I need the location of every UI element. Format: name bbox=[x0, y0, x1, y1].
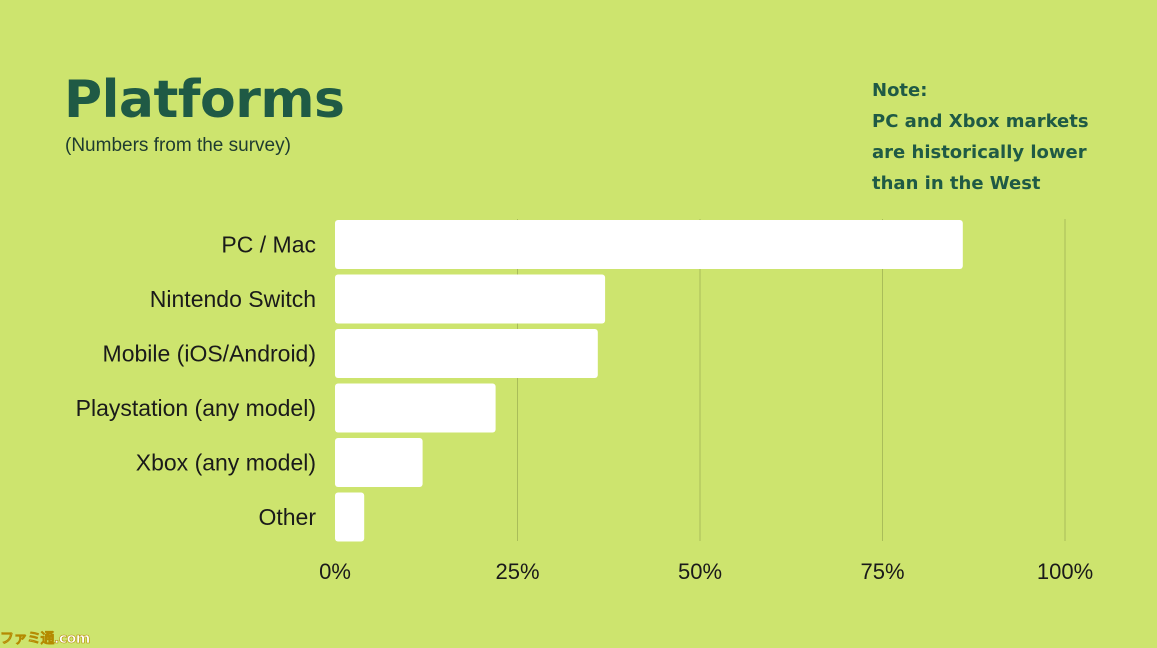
tick-label-50: 50% bbox=[678, 559, 722, 584]
chart-title: Platforms bbox=[64, 70, 345, 130]
note-line-3: than in the West bbox=[872, 173, 1041, 194]
category-label-1: Nintendo Switch bbox=[150, 286, 316, 312]
tick-label-0: 0% bbox=[319, 559, 351, 584]
bar-0 bbox=[335, 220, 963, 269]
category-labels: PC / Mac Nintendo Switch Mobile (iOS/Andro… bbox=[76, 232, 317, 531]
watermark-logo: ファミ通.com bbox=[0, 631, 91, 648]
category-label-0: PC / Mac bbox=[221, 232, 316, 258]
bar-3 bbox=[335, 383, 496, 433]
tick-label-75: 75% bbox=[860, 559, 904, 584]
category-label-5: Other bbox=[258, 504, 316, 530]
category-label-4: Xbox (any model) bbox=[136, 450, 316, 476]
tick-label-25: 25% bbox=[495, 559, 539, 584]
tick-label-100: 100% bbox=[1037, 559, 1093, 584]
note-line-1: PC and Xbox markets bbox=[872, 111, 1089, 132]
gridlines bbox=[517, 219, 1066, 541]
bar-4 bbox=[335, 438, 423, 487]
category-label-2: Mobile (iOS/Android) bbox=[103, 341, 316, 367]
note-heading: Note: bbox=[872, 80, 928, 101]
note-line-2: are historically lower bbox=[872, 142, 1087, 163]
bar-2 bbox=[335, 329, 598, 378]
bars bbox=[335, 220, 963, 542]
category-label-3: Playstation (any model) bbox=[76, 395, 316, 421]
bar-1 bbox=[335, 274, 606, 324]
note-box: Note: PC and Xbox markets are historical… bbox=[872, 75, 1142, 199]
bar-5 bbox=[335, 492, 365, 542]
chart-subtitle: (Numbers from the survey) bbox=[65, 135, 291, 156]
x-axis-ticks: 0% 25% 50% 75% 100% bbox=[319, 559, 1093, 584]
